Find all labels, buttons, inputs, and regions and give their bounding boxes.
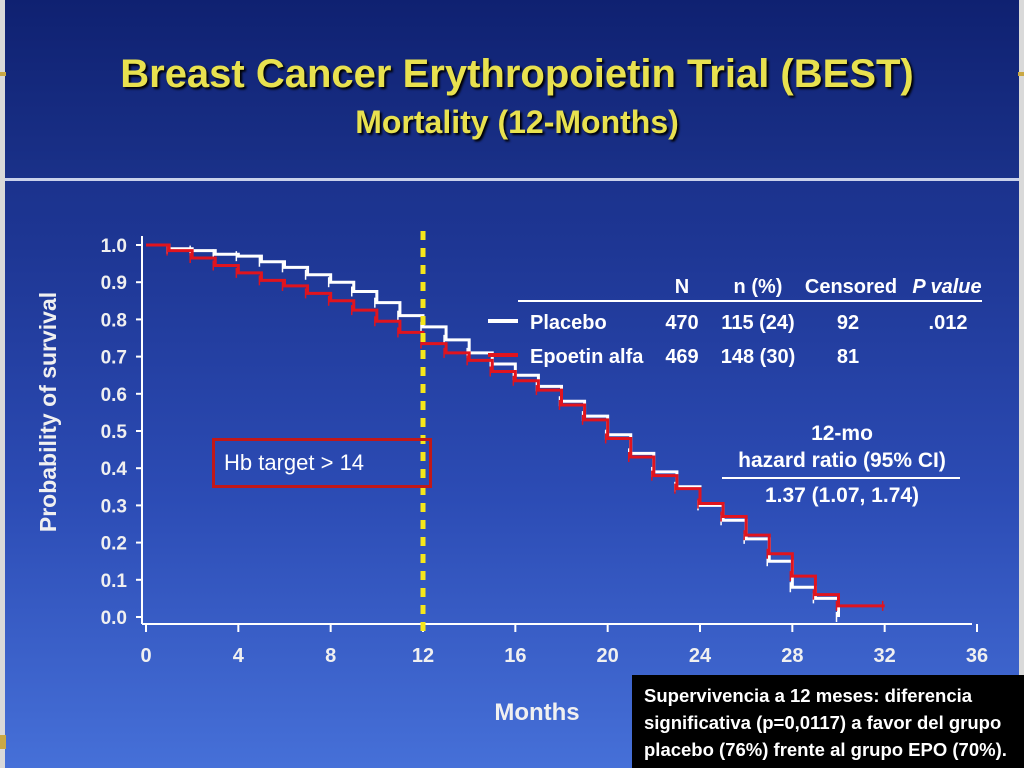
table-header-p-value: P value bbox=[912, 276, 981, 298]
placebo-n: 470 bbox=[665, 312, 698, 334]
x-tick-label: 16 bbox=[504, 645, 526, 667]
y-ticks: 0.0 0.1 0.2 0.3 0.4 0.5 0.6 0.7 0.8 0.9 1.0 bbox=[101, 236, 142, 629]
hazard-value: 1.37 (1.07, 1.74) bbox=[765, 484, 919, 507]
x-tick-label: 28 bbox=[781, 645, 803, 667]
table-header-n: N bbox=[675, 276, 689, 298]
y-tick-label: 0.0 bbox=[101, 608, 127, 629]
hb-target-box bbox=[212, 438, 432, 488]
y-tick-label: 0.9 bbox=[101, 273, 127, 294]
placebo-n-pct: 115 (24) bbox=[721, 312, 794, 334]
series-line-epoetin-alfa bbox=[146, 243, 885, 608]
slide-subtitle: Mortality (12-Months) bbox=[355, 104, 679, 140]
x-tick-label: 0 bbox=[140, 645, 151, 667]
x-tick-label: 24 bbox=[689, 645, 712, 667]
x-tick-label: 36 bbox=[966, 645, 988, 667]
right-frame-tab bbox=[1018, 72, 1024, 76]
x-tick-label: 20 bbox=[597, 645, 619, 667]
x-ticks: 0 4 8 12 16 20 24 28 32 36 bbox=[140, 624, 988, 667]
placebo-p-value: .012 bbox=[929, 312, 968, 334]
left-frame-tab bbox=[0, 72, 6, 76]
hazard-line2: hazard ratio (95% CI) bbox=[738, 449, 946, 472]
x-tick-label: 32 bbox=[874, 645, 896, 667]
y-tick-label: 0.3 bbox=[101, 496, 127, 517]
y-tick-label: 0.7 bbox=[101, 348, 127, 369]
series-group bbox=[146, 243, 885, 622]
y-tick-label: 1.0 bbox=[101, 236, 127, 257]
x-axis-title: Months bbox=[494, 699, 579, 726]
hazard-ratio-block: 12-mo hazard ratio (95% CI) 1.37 (1.07, … bbox=[722, 422, 960, 507]
hazard-line1: 12-mo bbox=[811, 422, 873, 445]
y-tick-label: 0.2 bbox=[101, 534, 127, 555]
y-tick-label: 0.8 bbox=[101, 310, 127, 331]
left-frame-strip bbox=[0, 0, 5, 768]
y-tick-label: 0.1 bbox=[101, 571, 128, 592]
title-band bbox=[5, 0, 1019, 178]
summary-note-line3: placebo (76%) frente al grupo EPO (70%). bbox=[644, 739, 1007, 760]
table-header-n-pct: n (%) bbox=[734, 276, 783, 298]
table-header-censored: Censored bbox=[805, 276, 897, 298]
legend-label-epoetin: Epoetin alfa bbox=[530, 346, 644, 368]
epoetin-n: 469 bbox=[665, 346, 698, 368]
placebo-censored: 92 bbox=[837, 312, 859, 334]
epoetin-n-pct: 148 (30) bbox=[721, 346, 796, 368]
right-frame-strip bbox=[1019, 0, 1024, 768]
left-frame-tab-bottom bbox=[0, 735, 6, 749]
hb-target-label: Hb target > 14 bbox=[224, 450, 365, 475]
epoetin-censored: 81 bbox=[837, 346, 859, 368]
legend-label-placebo: Placebo bbox=[530, 312, 607, 334]
x-tick-label: 8 bbox=[325, 645, 336, 667]
slide-title: Breast Cancer Erythropoietin Trial (BEST… bbox=[120, 52, 914, 96]
summary-note: Supervivencia a 12 meses: diferencia sig… bbox=[632, 675, 1024, 768]
summary-note-line1: Supervivencia a 12 meses: diferencia bbox=[644, 685, 973, 706]
title-divider bbox=[0, 178, 1024, 181]
y-axis-title: Probability of survival bbox=[35, 292, 61, 532]
stats-table: N n (%) Censored P value Placebo 470 115… bbox=[488, 276, 982, 368]
y-tick-label: 0.4 bbox=[101, 459, 128, 480]
x-tick-label: 12 bbox=[412, 645, 434, 667]
y-tick-label: 0.6 bbox=[101, 385, 127, 406]
y-tick-label: 0.5 bbox=[101, 422, 128, 443]
x-tick-label: 4 bbox=[233, 645, 245, 667]
summary-note-line2: significativa (p=0,0117) a favor del gru… bbox=[644, 712, 1002, 733]
